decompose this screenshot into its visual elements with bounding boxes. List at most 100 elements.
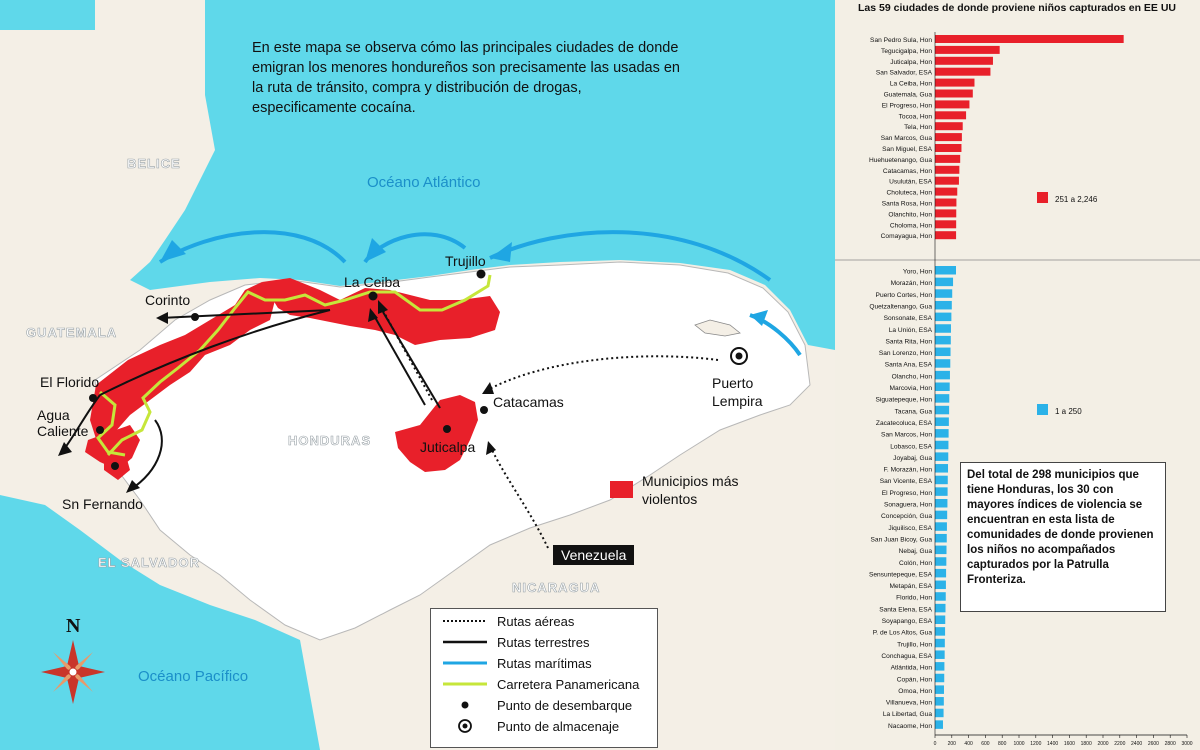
landing-points [89,269,488,470]
bar [935,198,957,207]
violent-key-label: Municipios más violentos [642,473,739,507]
bar [935,708,944,718]
carretera-panamericana-west [96,390,126,457]
legend-swatch [1037,192,1048,203]
bar-label: Jiquilisco, ESA [888,525,932,532]
chart-panel [835,0,1200,750]
x-tick-label: 400 [964,741,973,747]
bar [935,487,948,496]
bar [935,209,957,218]
bar [935,78,975,87]
legend-maritimas-label: Rutas marítimas [497,656,592,671]
map-legend: Rutas aéreas Rutas terrestres Rutas marí… [430,608,658,748]
bar [935,580,946,590]
bar-label: San Marcos, Gua [881,135,933,142]
bar [935,405,950,415]
x-tick-label: 2000 [1097,741,1108,747]
legend-black-line-icon [443,640,487,644]
bar [935,650,945,659]
bar-label: Nebaj, Gua [899,548,933,555]
bar-label: San Marcos, Hon [881,432,932,439]
bar [935,417,949,426]
bar-label: La Libertad, Gua [883,711,932,718]
bar-label: Puerto Cortes, Hon [876,292,933,299]
label-catacamas: Catacamas [493,394,564,410]
legend-green-line-icon [443,682,487,686]
bar [935,697,944,706]
compass-rose [41,640,105,704]
bar-label: Florido, Hon [896,595,932,602]
bar [935,289,953,298]
label-el-florido: El Florido [40,374,99,390]
bar [935,499,948,508]
bar [935,522,947,531]
bar [935,300,952,310]
bar [935,557,947,566]
bar [935,568,947,578]
label-guatemala: GUATEMALA [26,325,117,340]
legend-swatch [1037,404,1048,415]
bar-label: Concepción, Gua [881,513,932,520]
bar-label: San Pedro Sula, Hon [870,37,932,44]
bar-label: Huehuetenango, Gua [869,157,932,164]
bar [935,35,1124,43]
bar-label: Sonaguera, Hon [884,502,932,509]
bar [935,335,951,345]
x-tick-label: 800 [998,741,1007,747]
bar [935,89,973,98]
label-lempira: Lempira [712,393,763,409]
x-tick-label: 2800 [1165,741,1176,747]
label-venezuela: Venezuela [553,545,635,565]
bar [935,347,951,357]
children-by-city-bar-chart: San Pedro Sula, Hon Tegucigalpa, Hon Jutic… [835,32,1200,747]
bar-label: Tela, Hon [904,124,932,131]
bar-label: Tocoa, Hon [899,113,933,120]
note-box: Del total de 298 municipios que tiene Ho… [960,462,1166,612]
chart-title: Las 59 ciudades de donde proviene niños … [858,2,1176,14]
x-tick-label: 2600 [1148,741,1159,747]
x-tick-label: 1000 [1013,741,1024,747]
bar [935,176,959,185]
violent-swatch [610,481,633,498]
bar-label: El Progreso, Hon [882,102,933,109]
bar-label: Tacana, Gua [895,408,933,415]
laguna-caratasca [694,319,741,337]
bar-label: Sonsonate, ESA [884,315,933,322]
bar [935,100,970,109]
label-sn-fernando: Sn Fernando [62,496,143,512]
label-puerto: Puerto [712,375,753,391]
bar [935,533,947,543]
bar-label: Quetzaltenango, Gua [869,303,932,310]
label-oceano-pacifico: Océano Pacífico [138,668,248,685]
bar-label: Copán, Hon [897,676,933,683]
legend-dotted-line-icon [443,620,487,622]
bar-label: Santa Ana, ESA [885,362,933,369]
bar-label: Usulután, ESA [889,179,932,186]
air-arrowheads [378,300,496,455]
bar [935,662,945,671]
terrestrial-routes [61,309,441,491]
bar [935,111,967,120]
bar [935,231,957,240]
bar-label: Villanueva, Hon [886,700,932,707]
bar-label: Comayagua, Hon [881,233,933,240]
bar [935,615,946,624]
bar [935,56,993,65]
bar [935,324,951,333]
bar [935,603,946,613]
bar-label: F. Morazán, Hon [884,467,933,474]
bar-label: Choloma, Hon [890,222,932,229]
bar-label: Santa Rosa, Hon [882,201,933,208]
label-agua: Agua [37,407,70,423]
bar [935,133,962,142]
bar [935,277,954,287]
bar [935,592,946,601]
bar-label: Yoro, Hon [903,269,932,276]
x-tick-label: 2200 [1114,741,1125,747]
legend-label: 1 a 250 [1055,407,1082,416]
bar-label: Colón, Hon [899,560,932,567]
legend-terrestres-label: Rutas terrestres [497,635,590,650]
x-tick-label: 1800 [1081,741,1092,747]
bar [935,382,950,391]
bar [935,464,949,473]
